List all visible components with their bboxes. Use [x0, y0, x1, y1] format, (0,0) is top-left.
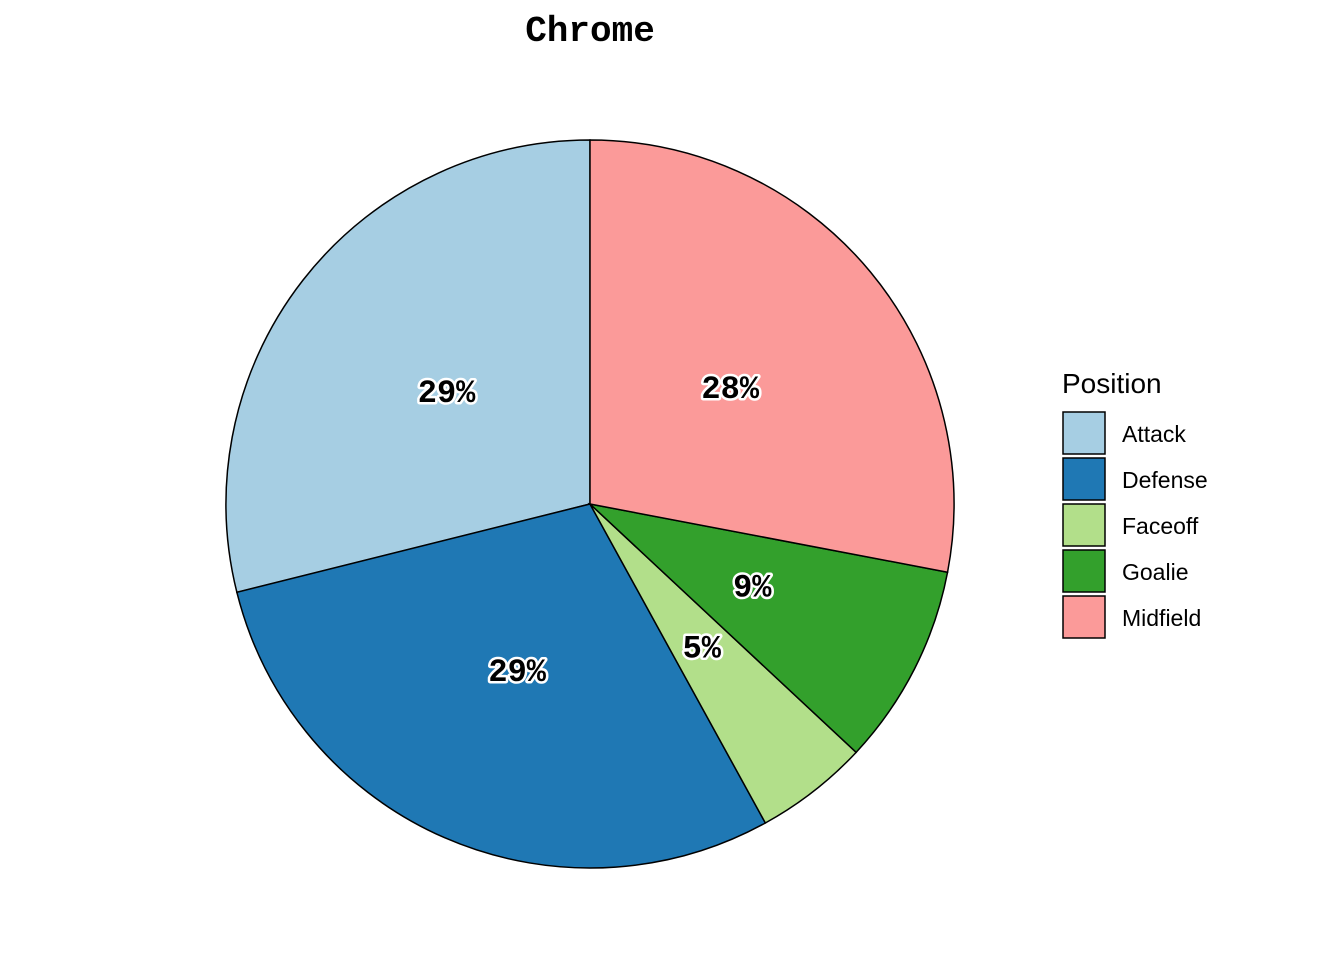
pie-label-faceoff: 5%	[683, 631, 722, 668]
pie-label-goalie: 9%	[733, 569, 772, 606]
legend-key-faceoff	[1062, 503, 1106, 547]
pie-label-midfield: 28%	[701, 371, 759, 408]
chart-title: Chrome	[525, 11, 655, 52]
pie-slices	[225, 139, 955, 869]
legend-key-goalie	[1062, 549, 1106, 593]
legend-title: Position	[1062, 368, 1162, 399]
legend-label-goalie: Goalie	[1122, 559, 1188, 585]
legend-key-defense	[1062, 457, 1106, 501]
pie-label-defense: 29%	[488, 654, 546, 691]
pie-slice-defense	[235, 503, 767, 869]
pie-slice-goalie	[587, 502, 949, 754]
legend-label-faceoff: Faceoff	[1122, 513, 1199, 539]
pie-labels: 29% 29% 5% 9% 28%	[415, 368, 775, 693]
pie-label-attack: 29%	[418, 375, 476, 412]
legend-key-attack	[1062, 411, 1106, 455]
pie-slice-attack	[225, 139, 591, 594]
pie-slice-midfield	[589, 139, 955, 574]
legend-label-midfield: Midfield	[1122, 605, 1201, 631]
legend-label-defense: Defense	[1122, 467, 1208, 493]
legend-label-attack: Attack	[1122, 421, 1186, 447]
legend-key-midfield	[1062, 595, 1106, 639]
legend: Position Attack Defense Faceoff Goalie Midfi…	[1062, 368, 1208, 639]
